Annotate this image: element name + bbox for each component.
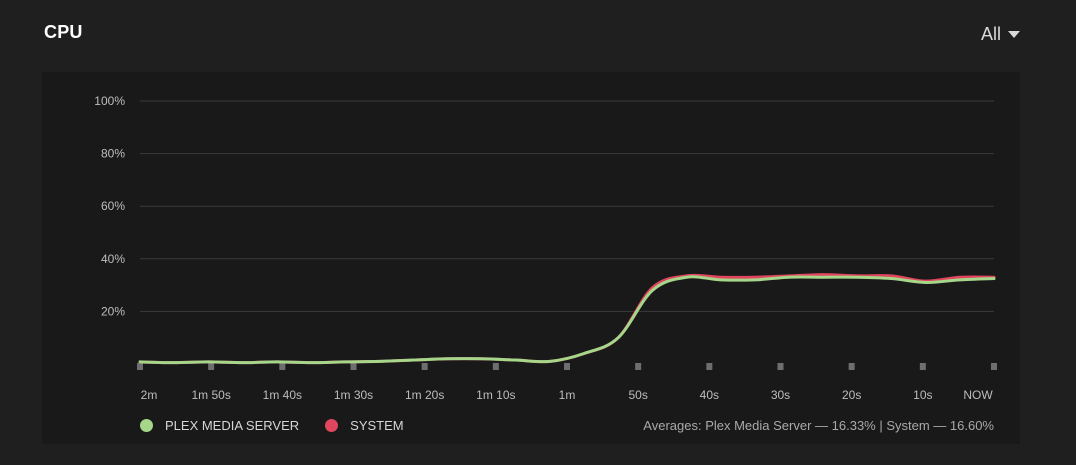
- x-tick-label: 2m: [141, 388, 158, 402]
- x-tick-label: NOW: [963, 388, 993, 402]
- cpu-line-chart: 100% 80% 60% 40% 20% 2m 1m 50s 1m 40s 1m 30s 1m 2…: [94, 94, 997, 402]
- x-tick-mark: [350, 363, 357, 370]
- x-tick-label: 1m 40s: [263, 388, 302, 402]
- system-legend-dot: [325, 419, 339, 432]
- x-tick-label: 1m: [559, 388, 576, 402]
- x-tick-label: 10s: [913, 388, 932, 402]
- range-label: All: [980, 24, 1001, 44]
- x-tick-mark: [421, 363, 428, 370]
- y-tick-label: 100%: [94, 94, 125, 108]
- x-tick-label: 20s: [842, 388, 861, 402]
- chart-panel: 100% 80% 60% 40% 20% 2m 1m 50s 1m 40s 1m 30s 1m 2…: [42, 72, 1020, 444]
- y-tick-label: 60%: [101, 199, 125, 213]
- legend-label-system: SYSTEM: [350, 418, 404, 433]
- x-tick-mark: [492, 363, 499, 370]
- page-title: CPU: [44, 22, 83, 42]
- legend: PLEX MEDIA SERVER SYSTEM: [140, 418, 430, 433]
- x-tick-mark: [208, 363, 215, 370]
- x-tick-mark: [777, 363, 784, 370]
- x-tick-label: 50s: [628, 388, 647, 402]
- legend-item-system: SYSTEM: [325, 418, 404, 433]
- range-dropdown[interactable]: All: [981, 24, 1020, 45]
- x-tick-label: 1m 20s: [405, 388, 444, 402]
- x-tick-mark: [635, 363, 642, 370]
- x-tick-mark: [919, 363, 926, 370]
- x-tick-mark: [137, 363, 143, 370]
- y-tick-label: 80%: [101, 147, 125, 161]
- x-tick-label: 30s: [771, 388, 790, 402]
- legend-label-plex: PLEX MEDIA SERVER: [165, 418, 300, 433]
- x-tick-label: 1m 10s: [476, 388, 515, 402]
- x-tick-label: 40s: [700, 388, 719, 402]
- y-tick-label: 20%: [101, 304, 125, 318]
- x-tick-label: 1m 30s: [334, 388, 373, 402]
- y-tick-label: 40%: [101, 252, 125, 266]
- averages-text: Averages: Plex Media Server — 16.33% | S…: [643, 418, 994, 433]
- x-tick-mark: [848, 363, 855, 370]
- plex-legend-dot: [140, 419, 153, 432]
- x-tick-mark: [564, 363, 570, 370]
- x-tick-mark: [706, 363, 713, 370]
- x-tick-mark: [279, 363, 286, 370]
- series-line-plex: [138, 275, 996, 365]
- legend-item-plex: PLEX MEDIA SERVER: [140, 418, 299, 433]
- x-tick-mark: [991, 363, 997, 370]
- series-line-system: [138, 273, 996, 365]
- x-tick-label: 1m 50s: [191, 388, 230, 402]
- chevron-down-icon: [1008, 31, 1020, 38]
